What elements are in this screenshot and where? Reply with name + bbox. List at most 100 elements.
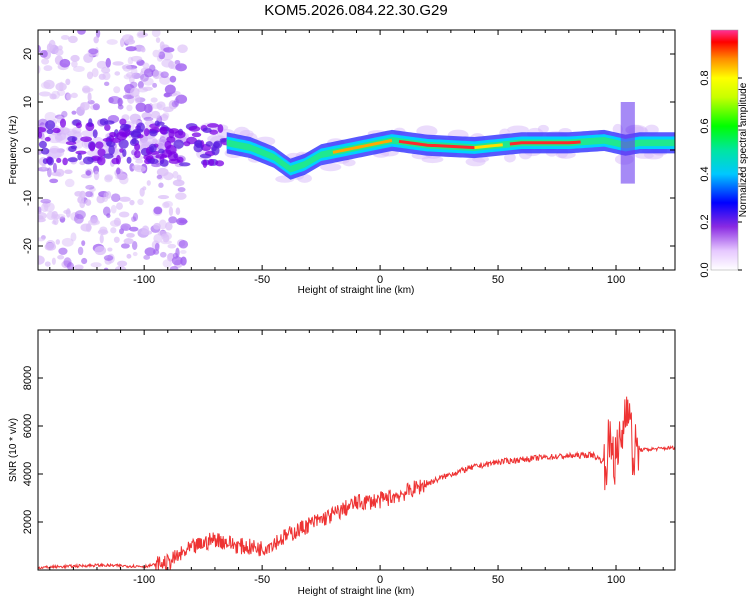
- spectrogram-noise-blob: [135, 159, 144, 164]
- spectrogram-noise-blob: [117, 260, 128, 267]
- spectrogram-cluster: [149, 129, 158, 137]
- spectrogram-noise-blob: [137, 32, 149, 38]
- spectrogram-noise-blob: [38, 91, 51, 97]
- spectrogram-halo: [60, 128, 78, 136]
- spectrogram-noise-blob: [140, 73, 149, 82]
- spectrogram-noise-blob: [163, 200, 174, 208]
- spectrogram-cluster: [108, 145, 115, 156]
- spectrogram-noise-blob: [51, 171, 62, 177]
- spectrogram-noise-blob: [153, 233, 163, 244]
- spectrogram-noise-blob: [66, 262, 74, 270]
- spectrogram-noise-blob: [132, 164, 143, 171]
- spectrogram-noise-blob: [137, 198, 144, 206]
- spectrogram-cluster: [103, 120, 115, 125]
- spectrogram-cluster: [205, 141, 213, 147]
- spectrogram-cluster: [46, 128, 54, 135]
- spectrogram-noise-blob: [126, 104, 133, 112]
- spectrogram-cluster: [52, 127, 61, 134]
- spectrogram-noise-blob: [107, 247, 113, 252]
- spectrogram-cluster: [47, 156, 54, 166]
- spectrogram-noise-blob: [61, 110, 68, 118]
- spectrogram-cluster: [174, 130, 186, 139]
- spectrogram-cluster: [116, 131, 128, 141]
- spectrogram-cluster: [188, 125, 201, 132]
- spectrogram-cluster: [212, 141, 221, 148]
- spectrogram-noise-blob: [172, 171, 179, 179]
- spectrogram-noise-blob: [171, 256, 183, 266]
- spectrogram-noise-blob: [130, 87, 140, 98]
- spectrogram-noise-blob: [88, 48, 99, 55]
- spectrogram-noise-blob: [129, 199, 135, 206]
- spectrogram-ridge-core: [509, 140, 581, 146]
- spectrogram-noise-blob: [51, 210, 58, 219]
- spectrogram-noise-blob: [175, 192, 187, 200]
- spectrogram-noise-blob: [125, 46, 137, 52]
- spectrogram-cluster: [134, 150, 141, 159]
- spectrogram-noise-blob: [88, 219, 100, 226]
- spectrogram-noise-blob: [59, 58, 71, 68]
- spectrogram-noise-blob: [179, 219, 188, 224]
- spectrogram-noise-blob: [49, 178, 59, 184]
- spectrogram-cluster: [45, 120, 56, 130]
- spectrogram-cluster: [183, 141, 191, 147]
- spectrogram-noise-blob: [128, 35, 134, 43]
- spectrogram-cluster: [147, 158, 159, 165]
- spectrogram-noise-blob: [97, 229, 109, 235]
- spectrogram-noise-blob: [142, 62, 150, 70]
- spectrogram-noise-blob: [103, 192, 109, 200]
- spectrogram-noise-blob: [56, 89, 66, 97]
- spectrogram-cluster: [126, 156, 132, 164]
- colorbar-tick-label: 0.6: [699, 118, 711, 133]
- spectrogram-noise-blob: [119, 196, 131, 202]
- spectrogram-xlabel: Height of straight line (km): [298, 285, 415, 296]
- spectrogram-ylabel: Frequency (Hz): [8, 116, 19, 185]
- spectrogram-noise-blob: [150, 110, 161, 119]
- spectrogram-cluster: [193, 143, 204, 153]
- spectrogram-noise-blob: [77, 30, 86, 35]
- colorbar-ticks: 0.0 0.2 0.4 0.6 0.8: [699, 70, 742, 278]
- spectrogram-cluster: [44, 136, 51, 142]
- spectrogram-cluster: [148, 143, 157, 153]
- spectrogram-noise-blob: [64, 178, 75, 188]
- spectrogram-noise-blob: [64, 169, 73, 175]
- spectrogram-noise-blob: [178, 239, 189, 249]
- spectrogram-noise-blob: [85, 184, 95, 190]
- spectrogram-cluster: [75, 150, 87, 155]
- spectrogram-noise-blob: [168, 216, 178, 224]
- snr-ylabel: SNR (10 * v/v): [8, 418, 19, 482]
- spectrogram-halo: [320, 162, 342, 172]
- spectrogram-noise-blob: [73, 264, 84, 270]
- spectrogram-noise-blob: [58, 247, 68, 255]
- spectrogram-noise-blob: [106, 39, 118, 45]
- spectrogram-noise-blob: [38, 237, 46, 242]
- spectrogram-halo: [47, 133, 63, 144]
- spectrogram-cluster: [159, 159, 169, 167]
- spectrogram-noise-blob: [81, 240, 86, 246]
- spectrogram-noise-blob: [151, 30, 161, 38]
- spectrogram-noise-blob: [66, 93, 72, 101]
- spectrogram-noise-blob: [160, 71, 169, 79]
- snr-panel: -100 -50 0 50 100 2000 4000 6000 8000 Height of …: [8, 329, 676, 597]
- x-tick-label: 100: [607, 274, 625, 286]
- spectrogram-cluster: [159, 126, 168, 135]
- spectrogram-noise-blob: [93, 36, 99, 44]
- spectrogram-noise-blob: [158, 182, 164, 188]
- spectrogram-noise-blob: [156, 174, 163, 180]
- spectrogram-noise-blob: [41, 58, 50, 65]
- spectrogram-cluster: [211, 145, 220, 156]
- spectrogram-noise-blob: [112, 61, 124, 66]
- spectrogram-cluster: [134, 143, 141, 151]
- spectrogram-noise-blob: [57, 254, 65, 260]
- spectrogram-noise-blob: [141, 225, 150, 233]
- spectrogram-noise-blob: [96, 60, 108, 69]
- spectrogram-noise-blob: [152, 49, 160, 58]
- spectrogram-cluster: [119, 123, 130, 131]
- spectrogram-noise-blob: [111, 193, 121, 203]
- spectrogram-noise-blob: [48, 39, 56, 49]
- spectrogram-cluster: [110, 137, 121, 143]
- spectrogram-noise-blob: [156, 101, 166, 111]
- spectrogram-cluster: [136, 122, 145, 132]
- spectrogram-noise-blob: [120, 223, 132, 231]
- colorbar-frame: [710, 29, 739, 271]
